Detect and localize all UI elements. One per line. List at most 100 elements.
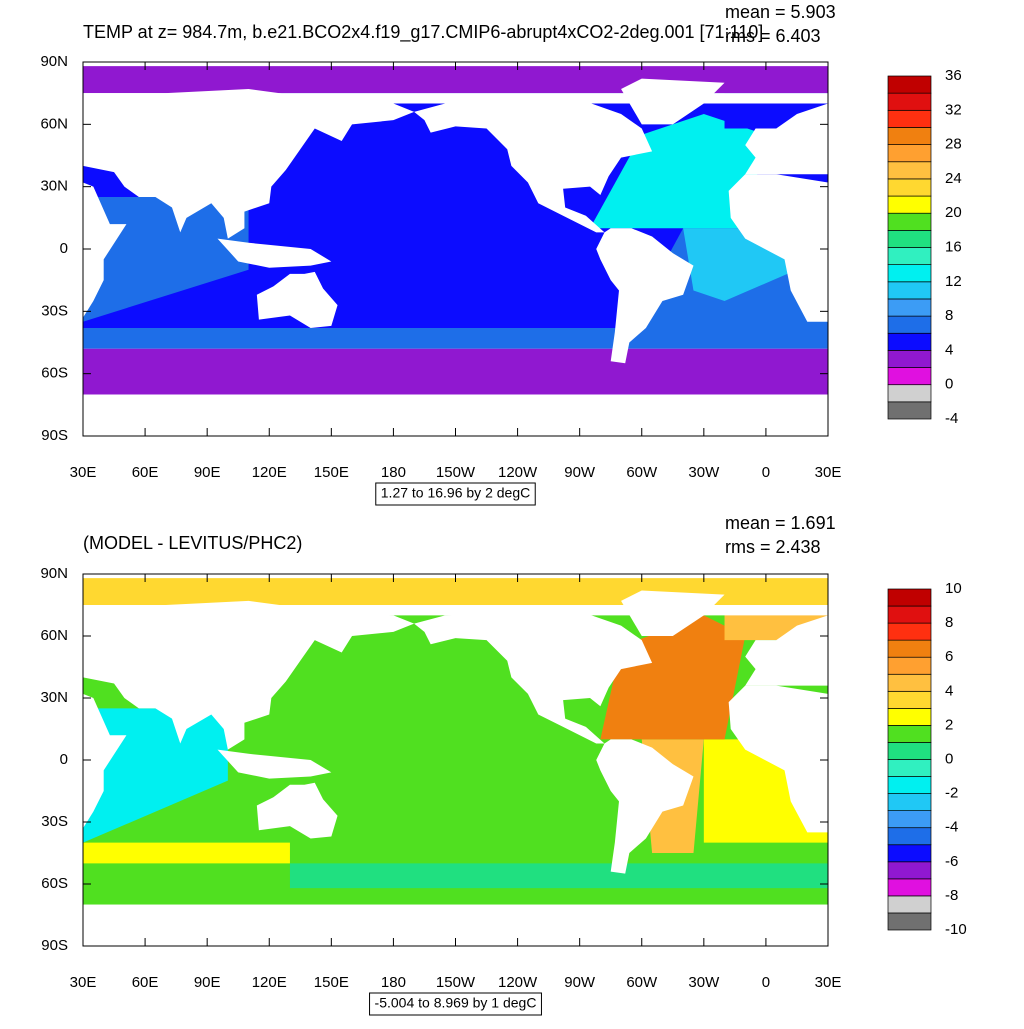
land (83, 394, 828, 436)
colorbar-label: -4 (945, 410, 958, 427)
lon-tick-label: 60E (132, 974, 159, 991)
colorbar-label: -10 (945, 921, 967, 938)
colorbar-box (887, 742, 932, 760)
lon-tick-label: 0 (762, 464, 770, 481)
colorbar-box (887, 109, 932, 128)
colorbar-label: -2 (945, 785, 958, 802)
lon-tick-label: 60W (626, 464, 658, 481)
colorbar-box (887, 827, 932, 846)
colorbar-label: 4 (945, 682, 953, 699)
colorbar-label: 4 (945, 341, 953, 358)
colorbar-label: 28 (945, 136, 962, 153)
colorbar-box (887, 793, 932, 811)
land (256, 782, 338, 839)
lon-tick-label: 30E (70, 464, 97, 481)
lon-tick-label: 30E (815, 464, 842, 481)
colorbar-box (887, 861, 932, 880)
lat-tick-label: 90N (40, 565, 68, 582)
colorbar-label: 8 (945, 307, 953, 324)
lon-tick-label: 120W (498, 974, 538, 991)
lat-tick-label: 0 (60, 240, 68, 257)
colorbar-box (887, 810, 932, 829)
colorbar-box (887, 127, 932, 145)
colorbar-box (887, 230, 932, 248)
colorbar-label: -4 (945, 819, 958, 836)
map-field (83, 578, 828, 946)
colorbar-box (887, 878, 932, 897)
lon-tick-label: 90E (194, 464, 221, 481)
lat-tick-label: 60N (40, 627, 68, 644)
lon-tick-label: 0 (762, 974, 770, 991)
land (83, 89, 415, 239)
colorbar-box (887, 690, 932, 709)
land (83, 600, 415, 750)
ocean-region (83, 197, 249, 322)
land (83, 693, 127, 829)
lon-tick-label: 180 (381, 464, 406, 481)
lon-tick-label: 60W (626, 974, 658, 991)
lat-tick-label: 30S (41, 302, 68, 319)
land (728, 685, 828, 833)
lon-tick-label: 90W (564, 974, 596, 991)
colorbar-box (887, 75, 932, 94)
rms-label: rms = 6.403 (725, 26, 821, 46)
colorbar-label: 0 (945, 376, 953, 393)
colorbar-box (887, 161, 932, 180)
lat-tick-label: 0 (60, 751, 68, 768)
colorbar-box (887, 776, 932, 794)
lon-tick-label: 150W (436, 974, 476, 991)
colorbar-box (887, 844, 932, 863)
colorbar-box (887, 605, 932, 624)
lon-tick-label: 120W (498, 464, 538, 481)
land (414, 611, 653, 744)
land (596, 739, 694, 874)
ocean-region (590, 113, 766, 229)
lat-tick-label: 90S (41, 427, 68, 444)
mean-label: mean = 5.903 (725, 2, 836, 22)
colorbar-box (887, 401, 932, 420)
lon-tick-label: 30W (688, 464, 720, 481)
colorbar-box (887, 178, 932, 197)
ocean-region (83, 348, 828, 395)
lon-tick-label: 30W (688, 974, 720, 991)
colorbar-box (887, 622, 932, 641)
range-label: -5.004 to 8.969 by 1 degC (375, 995, 537, 1011)
colorbar-box (887, 673, 932, 692)
colorbar-box (887, 212, 932, 231)
land (83, 182, 127, 318)
lon-tick-label: 150E (314, 464, 349, 481)
land (217, 749, 332, 779)
colorbar-label: 32 (945, 101, 962, 118)
lon-tick-label: 120E (252, 464, 287, 481)
lon-tick-label: 60E (132, 464, 159, 481)
colorbar-box (887, 264, 932, 283)
map-field (83, 66, 828, 436)
rms-label: rms = 2.438 (725, 537, 821, 557)
colorbar-box (887, 656, 932, 675)
colorbar-box (887, 92, 932, 111)
lat-tick-label: 60S (41, 365, 68, 382)
colorbar-box (887, 332, 932, 351)
colorbar-box (887, 895, 932, 914)
lat-tick-label: 30N (40, 178, 68, 195)
land (745, 103, 828, 175)
colorbar-box (887, 639, 932, 658)
ocean-region (83, 842, 290, 864)
lon-tick-label: 90W (564, 464, 596, 481)
land (83, 93, 828, 104)
lat-tick-label: 30N (40, 689, 68, 706)
colorbar-box (887, 298, 932, 317)
lat-tick-label: 60N (40, 115, 68, 132)
lon-tick-label: 150W (436, 464, 476, 481)
land (83, 605, 828, 616)
lon-tick-label: 120E (252, 974, 287, 991)
land (728, 174, 828, 322)
colorbar-label: 12 (945, 273, 962, 290)
colorbar-label: 24 (945, 170, 962, 187)
lon-tick-label: 30E (815, 974, 842, 991)
mean-label: mean = 1.691 (725, 513, 836, 533)
land (596, 228, 694, 364)
colorbar-box (887, 588, 932, 607)
colorbar-label: 10 (945, 580, 962, 597)
